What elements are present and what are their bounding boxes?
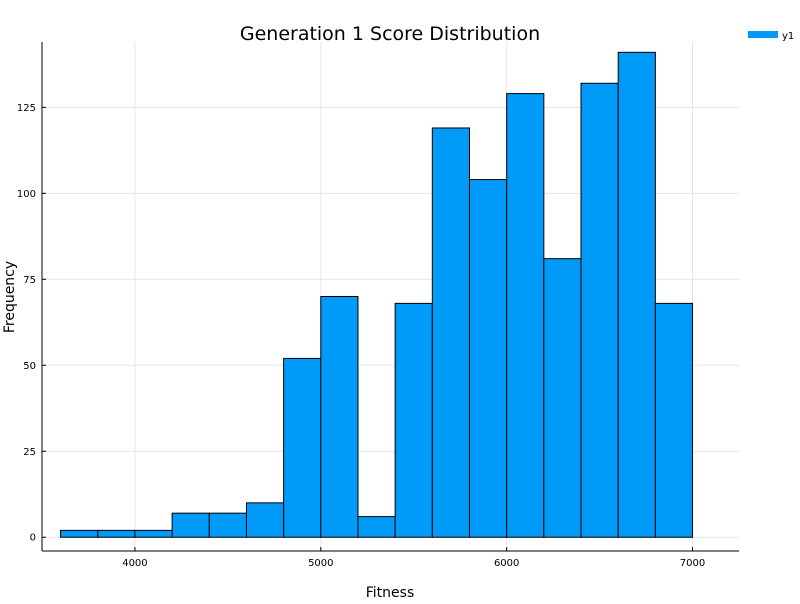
histogram-bar — [617, 51, 656, 538]
legend-label: y1 — [782, 31, 794, 42]
y-tick-label: 100 — [17, 189, 36, 200]
bars-layer — [60, 51, 694, 538]
x-tick-label: 5000 — [308, 558, 333, 569]
y-tick-label: 125 — [17, 103, 36, 114]
legend-swatch — [748, 31, 778, 38]
histogram-bar — [506, 93, 545, 538]
chart-title: Generation 1 Score Distribution — [240, 23, 540, 45]
histogram-bar — [394, 302, 433, 538]
y-tick-label: 0 — [30, 533, 36, 544]
histogram-bar — [468, 179, 508, 538]
legend: y1 — [748, 31, 794, 42]
histogram-bar — [431, 127, 470, 538]
histogram-bar — [134, 529, 173, 538]
x-tick-label: 4000 — [122, 558, 147, 569]
y-tick-label: 25 — [23, 447, 36, 458]
histogram-bar — [357, 516, 396, 538]
y-tick-label: 50 — [23, 361, 36, 372]
histogram-bar — [97, 529, 136, 538]
histogram-bar — [283, 357, 322, 538]
histogram-bar — [171, 512, 210, 538]
histogram-bar — [543, 258, 582, 538]
x-tick-label: 6000 — [494, 558, 519, 569]
histogram-bar — [580, 82, 619, 538]
ticks-layer: 4000 5000 6000 7000 0 25 50 75 100 125 — [17, 103, 705, 569]
y-tick-label: 75 — [23, 275, 36, 286]
axes-layer — [41, 42, 739, 552]
x-axis-label: Fitness — [366, 585, 415, 600]
histogram-bar — [208, 512, 247, 538]
x-tick-label: 7000 — [680, 558, 705, 569]
histogram-bar — [654, 302, 694, 538]
y-axis-label: Frequency — [2, 261, 18, 333]
histogram-bar — [320, 296, 359, 538]
histogram-bar — [60, 529, 99, 538]
histogram-bar — [245, 502, 285, 538]
